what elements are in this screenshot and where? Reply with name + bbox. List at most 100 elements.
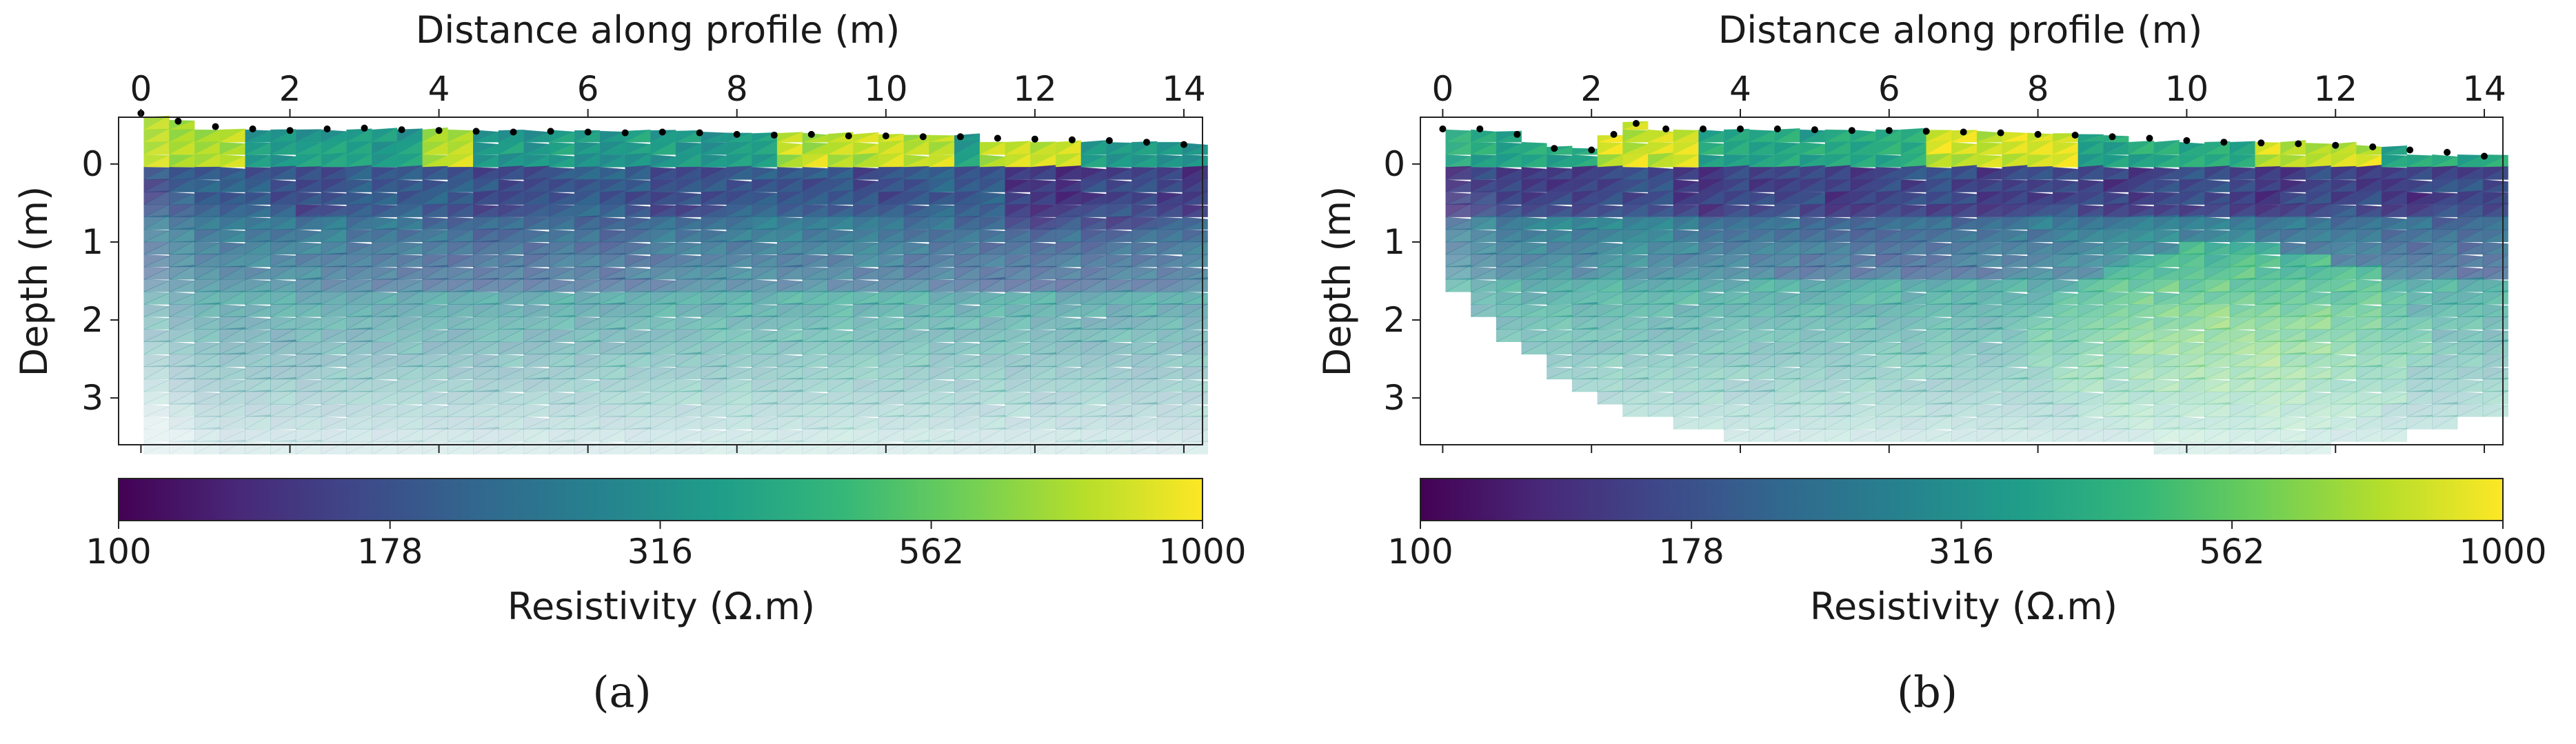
mesh-cell <box>752 379 778 392</box>
electrode-marker <box>733 130 741 138</box>
electrode-marker <box>1439 125 1447 132</box>
mesh-cell <box>574 279 601 292</box>
mesh-cell <box>219 368 246 380</box>
mesh-cell <box>396 416 423 430</box>
mesh-cell <box>270 403 296 417</box>
mesh-cell <box>599 428 625 442</box>
mesh-cell <box>776 415 803 430</box>
mesh-cell <box>701 430 727 442</box>
electrode-marker <box>1960 128 1967 136</box>
mesh-cell <box>245 329 271 343</box>
electrode-marker <box>845 132 852 140</box>
y-tick-label: 3 <box>81 378 103 418</box>
mesh-cell <box>219 429 245 442</box>
mesh-cell <box>447 428 474 442</box>
panel-b-ylabel: Depth (m) <box>1316 186 1359 376</box>
mesh-cell <box>802 403 828 417</box>
mesh-cell <box>574 427 601 443</box>
mesh-cell <box>245 403 271 417</box>
x-tick-label: 6 <box>577 69 599 109</box>
mesh-cell <box>802 354 828 368</box>
mesh-cell <box>219 404 246 417</box>
mesh-cell <box>194 365 221 380</box>
mesh-cell <box>320 377 347 392</box>
mesh-cell <box>625 391 651 405</box>
mesh-cell <box>827 402 854 417</box>
mesh-cell <box>523 392 550 405</box>
mesh-cell <box>523 253 550 268</box>
y-tick-label: 0 <box>81 144 103 184</box>
colorbar-tick-label: 562 <box>2199 532 2264 572</box>
mesh-cell <box>194 302 221 318</box>
mesh-cell <box>726 391 752 405</box>
mesh-cell <box>169 265 195 280</box>
mesh-cell <box>143 291 170 305</box>
mesh-cell <box>802 290 828 305</box>
mesh-cell <box>675 405 702 417</box>
electrode-marker <box>2257 139 2265 147</box>
mesh-cell <box>447 366 474 380</box>
mesh-cell <box>549 439 575 455</box>
mesh-cell <box>498 442 525 454</box>
mesh-cell <box>776 264 803 280</box>
mesh-cell <box>396 290 423 305</box>
mesh-cell <box>143 364 170 380</box>
mesh-cell <box>422 365 448 380</box>
mesh-cell <box>371 366 398 380</box>
mesh-cell <box>523 416 550 430</box>
mesh-cell <box>143 354 170 368</box>
mesh-cell <box>346 390 372 405</box>
mesh-cell <box>574 366 601 380</box>
mesh-cell <box>472 389 499 405</box>
y-tick-label: 0 <box>1383 144 1405 184</box>
mesh-cell <box>701 403 727 417</box>
mesh-cell <box>802 316 828 330</box>
mesh-cell <box>599 291 625 305</box>
mesh-cell <box>143 416 170 430</box>
mesh-cell <box>853 354 879 368</box>
mesh-cell <box>549 252 575 268</box>
colorbar-gradient <box>1420 478 2504 521</box>
mesh-cell <box>599 403 626 417</box>
mesh-cell <box>194 415 221 430</box>
mesh-cell <box>270 390 296 405</box>
mesh-cell <box>624 401 651 417</box>
mesh-cell <box>143 316 170 330</box>
mesh-cell <box>675 366 702 380</box>
mesh-cell <box>396 303 423 317</box>
mesh-cell <box>776 329 803 343</box>
electrode-marker <box>1848 127 1855 134</box>
mesh-cell <box>422 354 448 368</box>
mesh-cell <box>447 368 474 380</box>
mesh-cell <box>523 427 550 442</box>
mesh-cell <box>245 266 271 280</box>
mesh-cell <box>802 378 828 392</box>
electrode-marker <box>1922 128 1930 135</box>
mesh-cell <box>523 376 550 392</box>
mesh-cell <box>447 440 474 454</box>
mesh-cell <box>751 389 778 405</box>
mesh-cell <box>776 429 803 442</box>
mesh-cell <box>219 316 245 330</box>
mesh-cell <box>396 279 423 292</box>
mesh-cell <box>270 365 296 380</box>
mesh-cell <box>194 440 221 454</box>
mesh-cell <box>776 356 803 368</box>
mesh-cell <box>625 401 651 417</box>
mesh-cell <box>726 354 752 368</box>
mesh-cell <box>194 341 221 355</box>
mesh-cell <box>143 304 170 317</box>
mesh-cell <box>650 404 676 417</box>
mesh-cell <box>776 316 803 330</box>
mesh-cell <box>143 392 170 405</box>
mesh-cell <box>726 403 752 417</box>
mesh-cell <box>396 416 423 430</box>
electrode-marker <box>1031 135 1038 143</box>
mesh-cell <box>219 366 245 380</box>
mesh-cell <box>346 376 372 392</box>
mesh-cell <box>650 379 676 392</box>
mesh-cell <box>372 429 398 442</box>
mesh-cell <box>650 429 676 442</box>
mesh-cell <box>574 443 601 454</box>
